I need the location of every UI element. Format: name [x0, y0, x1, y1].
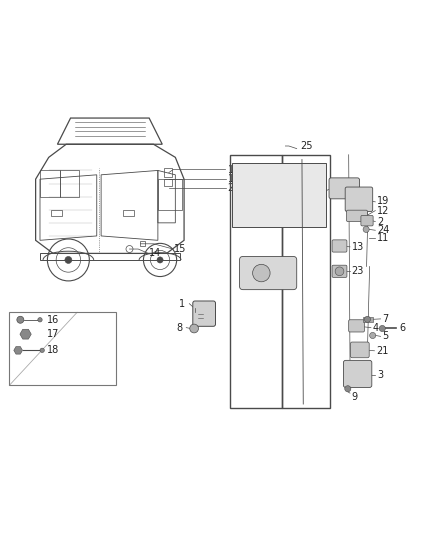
Text: 10: 10 [228, 165, 240, 175]
Bar [51, 210, 62, 216]
Bar [40, 171, 60, 197]
Text: 3: 3 [377, 370, 383, 380]
FancyBboxPatch shape [343, 360, 372, 387]
Bar [230, 155, 283, 408]
Text: 5: 5 [382, 332, 389, 341]
Circle shape [345, 386, 351, 392]
FancyBboxPatch shape [361, 215, 373, 226]
Text: 13: 13 [352, 242, 364, 252]
Text: 11: 11 [377, 233, 389, 243]
Circle shape [157, 257, 163, 263]
Text: 22: 22 [346, 181, 358, 191]
Bar [232, 163, 326, 227]
Text: 2: 2 [377, 216, 383, 227]
FancyBboxPatch shape [329, 178, 360, 199]
FancyBboxPatch shape [332, 265, 347, 277]
Text: 1: 1 [179, 298, 185, 309]
Text: 20: 20 [228, 183, 240, 193]
Text: 16: 16 [46, 315, 59, 325]
Text: 17: 17 [46, 329, 59, 339]
Circle shape [65, 256, 72, 263]
FancyBboxPatch shape [349, 320, 364, 332]
Text: 15: 15 [228, 174, 240, 184]
Bar [10, 312, 117, 385]
Text: 6: 6 [399, 324, 405, 334]
Circle shape [38, 318, 42, 322]
Bar [158, 179, 182, 210]
Text: 25: 25 [300, 141, 313, 151]
Text: 24: 24 [377, 225, 389, 235]
FancyBboxPatch shape [240, 256, 297, 289]
FancyBboxPatch shape [346, 210, 367, 222]
Text: 18: 18 [46, 345, 59, 356]
Circle shape [190, 324, 198, 333]
Bar [283, 155, 330, 408]
Circle shape [253, 264, 270, 282]
Text: 4: 4 [373, 322, 379, 333]
Circle shape [40, 348, 44, 352]
Circle shape [17, 316, 24, 323]
Circle shape [370, 333, 376, 338]
Text: 9: 9 [352, 392, 358, 402]
FancyBboxPatch shape [350, 342, 369, 358]
Circle shape [364, 316, 371, 322]
Bar [164, 179, 172, 185]
Text: 8: 8 [176, 322, 182, 333]
FancyBboxPatch shape [193, 301, 215, 326]
Text: 19: 19 [377, 196, 389, 206]
FancyBboxPatch shape [345, 187, 373, 212]
Bar [140, 241, 145, 246]
Text: 21: 21 [376, 346, 389, 356]
Circle shape [363, 227, 369, 232]
Text: 27: 27 [311, 205, 323, 215]
Bar [60, 171, 79, 197]
Text: 12: 12 [377, 206, 389, 216]
Circle shape [379, 326, 385, 332]
Text: 23: 23 [352, 266, 364, 276]
Bar [363, 317, 373, 321]
Text: 7: 7 [382, 314, 389, 324]
Bar [164, 168, 172, 177]
Text: 14: 14 [149, 248, 161, 259]
FancyBboxPatch shape [332, 240, 347, 252]
Bar [123, 210, 134, 216]
Text: 15: 15 [174, 244, 187, 254]
Circle shape [335, 267, 344, 276]
